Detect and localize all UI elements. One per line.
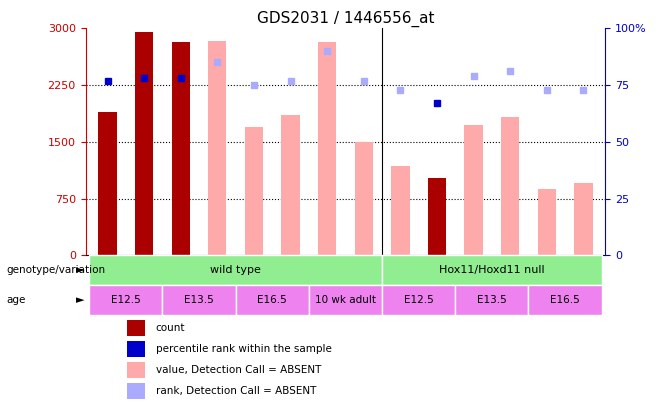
Bar [355, 142, 373, 255]
Text: genotype/variation: genotype/variation [7, 265, 106, 275]
Text: ►: ► [76, 265, 84, 275]
Bar [465, 125, 483, 255]
Bar [89, 285, 163, 315]
Bar [127, 341, 145, 357]
Bar [98, 111, 116, 255]
Bar [528, 285, 601, 315]
Text: wild type: wild type [210, 265, 261, 275]
Bar [127, 362, 145, 378]
Text: E12.5: E12.5 [111, 295, 141, 305]
Text: percentile rank within the sample: percentile rank within the sample [156, 344, 332, 354]
Bar [309, 285, 382, 315]
Bar [135, 32, 153, 255]
Bar [318, 42, 336, 255]
Bar [127, 384, 145, 399]
Bar [382, 285, 455, 315]
Text: Hox11/Hoxd11 null: Hox11/Hoxd11 null [439, 265, 545, 275]
Text: E13.5: E13.5 [477, 295, 507, 305]
Bar [89, 255, 382, 285]
Bar [428, 178, 446, 255]
Text: count: count [156, 323, 185, 333]
Text: value, Detection Call = ABSENT: value, Detection Call = ABSENT [156, 365, 321, 375]
Bar [127, 320, 145, 336]
Text: E13.5: E13.5 [184, 295, 214, 305]
Text: E16.5: E16.5 [550, 295, 580, 305]
Text: rank, Detection Call = ABSENT: rank, Detection Call = ABSENT [156, 386, 316, 396]
Bar [455, 285, 528, 315]
Title: GDS2031 / 1446556_at: GDS2031 / 1446556_at [257, 11, 434, 27]
Bar [392, 166, 409, 255]
Bar [538, 189, 556, 255]
Text: 10 wk adult: 10 wk adult [315, 295, 376, 305]
Bar [501, 117, 519, 255]
Bar [208, 41, 226, 255]
Text: ►: ► [76, 295, 84, 305]
Bar [236, 285, 309, 315]
Text: E16.5: E16.5 [257, 295, 287, 305]
Bar [574, 183, 593, 255]
Text: age: age [7, 295, 26, 305]
Bar [382, 255, 601, 285]
Bar [245, 127, 263, 255]
Bar [282, 115, 299, 255]
Bar [172, 42, 190, 255]
Bar [163, 285, 236, 315]
Text: E12.5: E12.5 [404, 295, 434, 305]
